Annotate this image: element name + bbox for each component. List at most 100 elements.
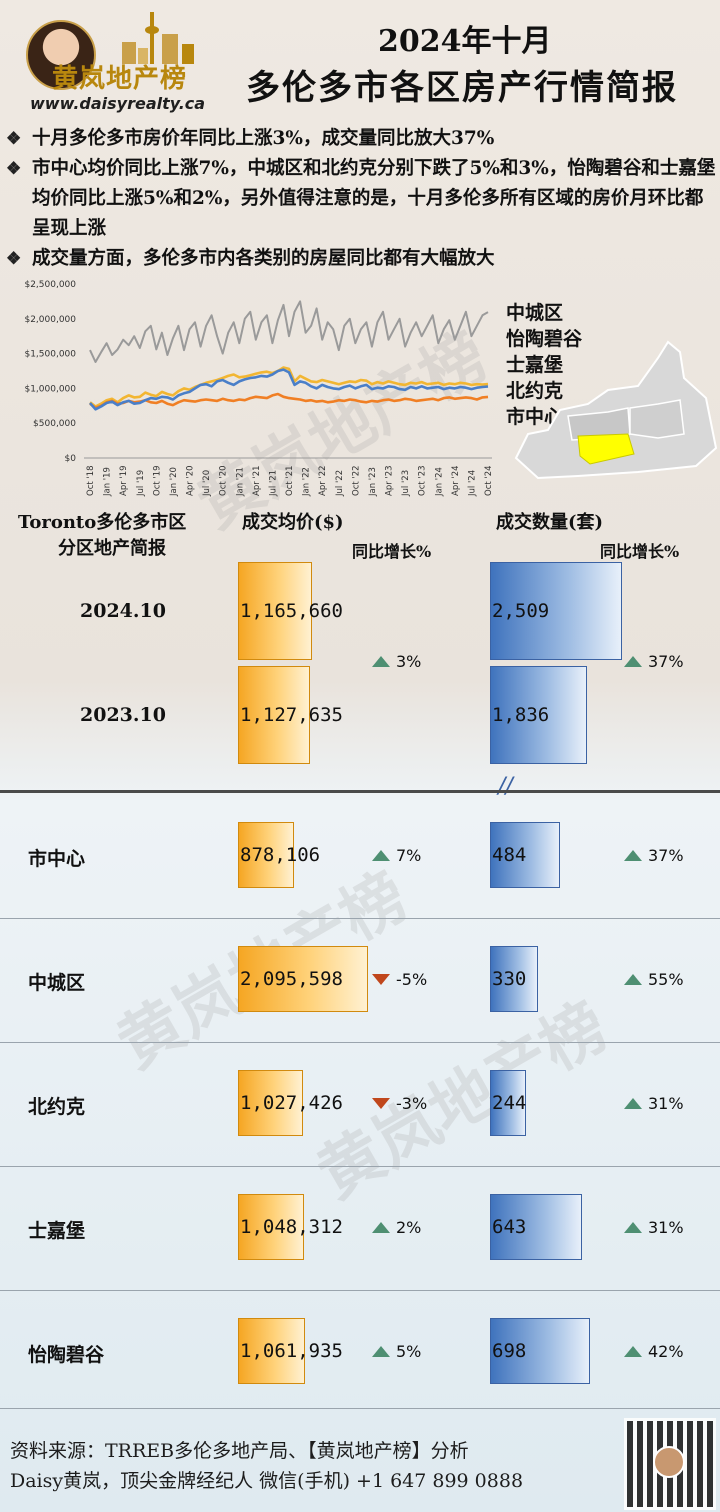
x-tick-label: Oct '18	[86, 465, 96, 496]
row-divider	[0, 1166, 720, 1167]
diamond-bullet-icon: ❖	[6, 249, 22, 269]
up-arrow-icon	[372, 850, 390, 861]
x-tick-label: Oct '21	[285, 465, 295, 496]
footer-divider	[0, 1408, 720, 1409]
x-tick-label: Jul '19	[136, 470, 146, 497]
volume-value: 244	[492, 1092, 527, 1114]
up-arrow-icon	[624, 974, 642, 985]
price-change: 7%	[372, 846, 421, 865]
up-arrow-icon	[624, 656, 642, 667]
x-tick-label: Jan '23	[368, 467, 378, 497]
district-label: 士嘉堡	[28, 1220, 86, 1242]
price-value: 1,048,312	[240, 1216, 343, 1238]
x-tick-label: Oct '20	[219, 465, 229, 496]
x-tick-label: Apr '24	[451, 465, 461, 496]
volume-bar	[490, 666, 587, 764]
price-bar	[238, 1318, 305, 1384]
price-change-total: 3%	[372, 652, 421, 671]
x-tick-label: Oct '19	[152, 465, 162, 496]
y-tick-label: $1,500,000	[24, 350, 76, 360]
brand-name: 黄岚地产榜	[52, 64, 188, 94]
x-tick-label: Apr '19	[119, 465, 129, 496]
price-bar	[238, 822, 294, 888]
volume-value: 484	[492, 844, 527, 866]
up-arrow-icon	[624, 1346, 642, 1357]
footer-source: 资料来源：TRREB多伦多地产局、【黄岚地产榜】分析	[10, 1440, 469, 1462]
volume-value: 2,509	[492, 600, 550, 622]
avatar	[26, 20, 96, 90]
x-tick-label: Oct '24	[484, 465, 494, 496]
row-divider	[0, 918, 720, 919]
bullet-item: ❖ 成交量方面，多伦多市内各类别的房屋同比都有大幅放大	[6, 244, 718, 274]
price-bar	[238, 946, 368, 1012]
map-legend: 中城区 怡陶碧谷 士嘉堡 北约克 市中心	[506, 300, 582, 430]
qr-avatar	[653, 1446, 685, 1478]
skyline-icon	[122, 12, 194, 64]
price-change: -5%	[372, 970, 427, 989]
x-tick-label: Oct '22	[351, 465, 361, 496]
legend-item-scarborough: 士嘉堡	[506, 354, 564, 376]
up-arrow-icon	[372, 1222, 390, 1233]
legend-item-north-york: 北约克	[506, 380, 564, 402]
up-arrow-icon	[372, 656, 390, 667]
row-divider	[0, 1290, 720, 1291]
district-label: 中城区	[28, 972, 86, 994]
price-value: 1,027,426	[240, 1092, 343, 1114]
legend-item-downtown: 市中心	[506, 406, 564, 428]
total-row-label: 2024.10	[80, 600, 166, 622]
summary-bullets: ❖ 十月多伦多市房价年同比上涨3%，成交量同比放大37% ❖ 市中心均价同比上涨7%…	[6, 124, 718, 274]
series-line-3	[89, 368, 489, 411]
table-header-city: Toronto多伦多市区	[18, 512, 187, 533]
volume-change: 42%	[624, 1342, 684, 1361]
volume-bar	[490, 562, 622, 660]
price-trend-chart: $0 $500,000 $1,000,000 $1,500,000 $2,000,000…	[24, 280, 494, 497]
volume-bar	[490, 1070, 526, 1136]
volume-bar	[490, 822, 560, 888]
district-label: 北约克	[28, 1096, 86, 1118]
diamond-bullet-icon: ❖	[6, 129, 22, 149]
price-change: 5%	[372, 1342, 421, 1361]
down-arrow-icon	[372, 1098, 390, 1109]
table-header-volume-yoy: 同比增长%	[600, 542, 680, 561]
table-header-subtitle: 分区地产简报	[58, 538, 166, 559]
diamond-bullet-icon: ❖	[6, 159, 22, 179]
down-arrow-icon	[372, 974, 390, 985]
price-value: 1,165,660	[240, 600, 343, 622]
x-tick-label: Jul '20	[202, 470, 212, 497]
price-value: 1,127,635	[240, 704, 343, 726]
x-tick-label: Jan '19	[103, 467, 113, 497]
y-tick-label: $500,000	[33, 419, 76, 429]
volume-value: 330	[492, 968, 527, 990]
price-value: 878,106	[240, 844, 321, 866]
legend-item-etobicoke: 怡陶碧谷	[506, 328, 583, 350]
series-line-1	[89, 366, 489, 408]
x-tick-label: Apr '22	[318, 465, 328, 496]
price-bar	[238, 1070, 303, 1136]
table-header-volume: 成交数量(套)	[496, 512, 604, 533]
y-tick-label: $0	[65, 454, 77, 464]
x-tick-label: Oct '23	[418, 465, 428, 496]
row-divider	[0, 1042, 720, 1043]
x-tick-label: Apr '23	[385, 465, 395, 496]
price-bar	[238, 1194, 304, 1260]
bullet-item: ❖ 市中心均价同比上涨7%，中城区和北约克分别下跌了5%和3%，怡陶碧谷和士嘉堡均…	[6, 154, 718, 244]
wechat-qr-code[interactable]	[624, 1418, 716, 1510]
x-tick-label: Jul '24	[467, 470, 477, 497]
section-divider	[0, 790, 720, 793]
volume-value: 1,836	[492, 704, 550, 726]
x-tick-label: Jul '21	[268, 470, 278, 497]
bullet-item: ❖ 十月多伦多市房价年同比上涨3%，成交量同比放大37%	[6, 124, 718, 154]
page-title-date: 2024年十月	[378, 24, 552, 59]
legend-item-midtown: 中城区	[506, 302, 564, 324]
price-change: 2%	[372, 1218, 421, 1237]
price-value: 2,095,598	[240, 968, 343, 990]
volume-bar	[490, 1318, 590, 1384]
volume-change: 55%	[624, 970, 684, 989]
series-line-0	[89, 300, 489, 363]
x-tick-label: Apr '21	[252, 465, 262, 496]
toronto-district-map	[514, 340, 718, 480]
page-title: 多伦多市各区房产行情简报	[246, 68, 678, 108]
axis-break-mark: //	[498, 774, 513, 799]
x-tick-label: Apr '20	[186, 465, 196, 496]
district-label: 市中心	[28, 848, 86, 870]
